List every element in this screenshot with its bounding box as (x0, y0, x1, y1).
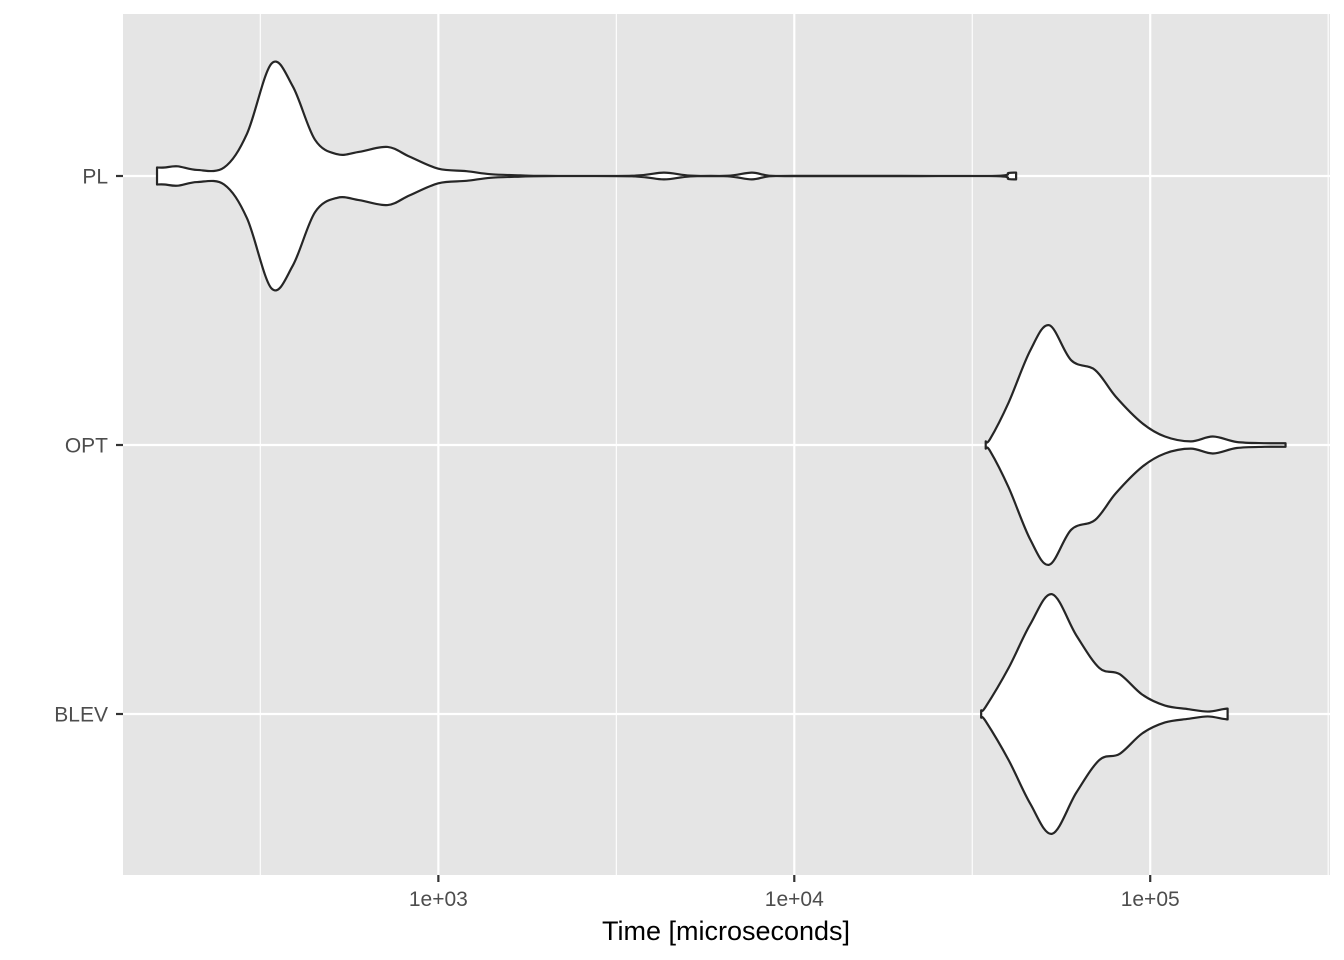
x-tick-label: 1e+04 (765, 888, 824, 911)
y-axis: PL OPT BLEV (54, 166, 123, 727)
y-tick-label: OPT (65, 435, 108, 458)
y-tick-label: PL (82, 166, 108, 189)
violins (155, 60, 1287, 835)
x-axis: 1e+03 1e+04 1e+05 (409, 875, 1180, 911)
x-axis-title: Time [microseconds] (602, 916, 850, 946)
violin-blev (980, 593, 1229, 835)
violin-pl (155, 60, 1018, 292)
x-tick-label: 1e+05 (1121, 888, 1180, 911)
y-tick-label: BLEV (54, 704, 108, 727)
violin-opt (984, 324, 1287, 566)
x-tick-label: 1e+03 (409, 888, 468, 911)
